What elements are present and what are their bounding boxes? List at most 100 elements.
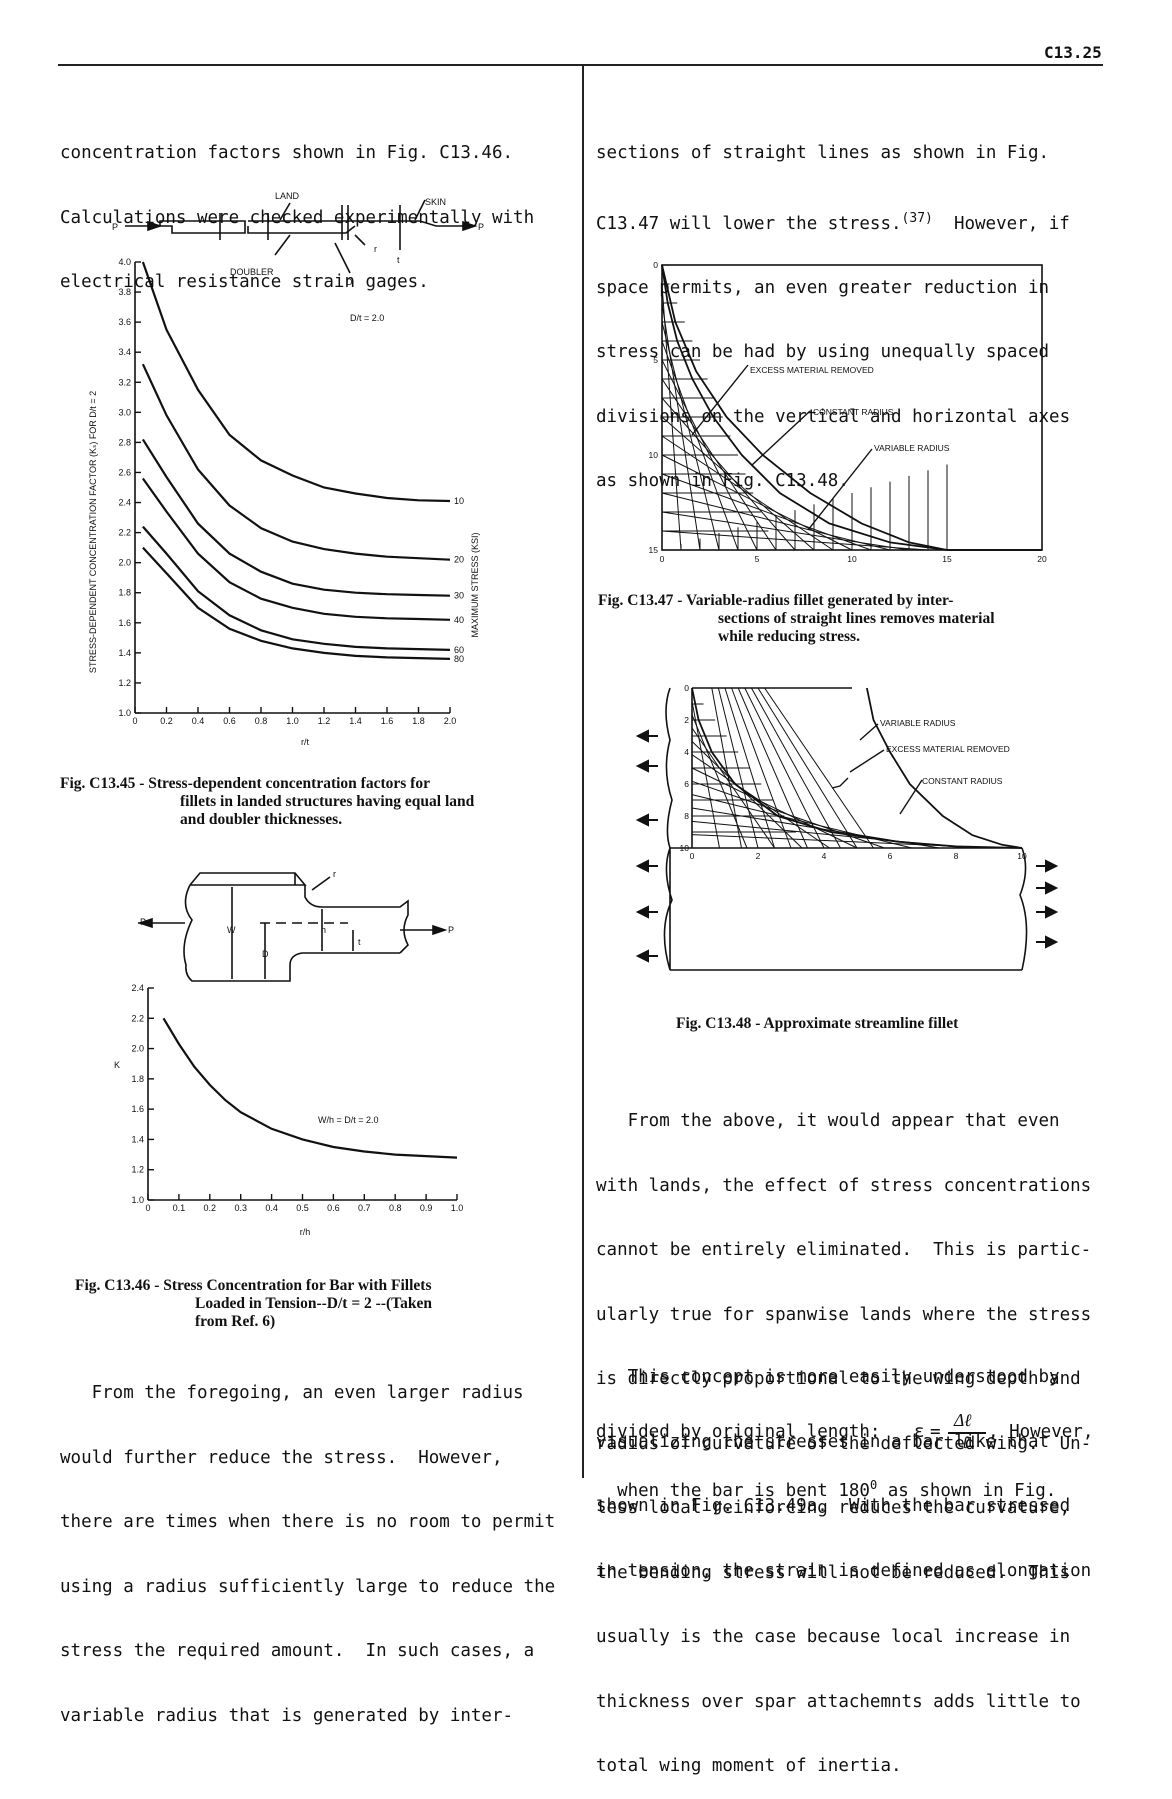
x-tick-label: 2 xyxy=(756,851,761,861)
text-line: ularly true for spanwise lands where the… xyxy=(596,1304,1092,1325)
excess-material-label: EXCESS MATERIAL REMOVED xyxy=(750,365,874,375)
text-line: total wing moment of inertia. xyxy=(596,1756,902,1776)
hatch-line xyxy=(764,687,874,849)
y-tick-label: 4 xyxy=(684,747,689,757)
right-axis-title: MAXIMUM STRESS (KSI) xyxy=(470,532,480,637)
x-tick-label: 10 xyxy=(1017,851,1027,861)
doubler-label: DOUBLER xyxy=(230,267,274,277)
construction-line xyxy=(661,340,739,551)
series-line xyxy=(142,477,451,621)
x-tick-label: 1.4 xyxy=(349,716,362,726)
x-tick-label: 0 xyxy=(660,554,665,564)
text-line: stress can be had by using unequally spa… xyxy=(596,342,1050,363)
x-tick-label: 0.2 xyxy=(204,1203,217,1213)
page-number: C13.25 xyxy=(1044,43,1102,62)
text-line: Calculations were checked experimentally… xyxy=(60,207,535,228)
x-tick-label: 0.8 xyxy=(255,716,268,726)
d-label: D xyxy=(262,949,269,959)
left-closing-paragraph: From the foregoing, an even larger radiu… xyxy=(60,1340,555,1749)
p-right-label: P xyxy=(478,222,484,232)
y-tick-label: 1.0 xyxy=(131,1195,144,1205)
reference-superscript: (37) xyxy=(901,210,933,226)
variable-radius-label: VARIABLE RADIUS xyxy=(880,718,956,728)
y-tick-label: 10 xyxy=(649,450,659,460)
caption-label: Fig. C13.46 - xyxy=(75,1277,164,1294)
x-tick-label: 4 xyxy=(822,851,827,861)
y-tick-label: 1.2 xyxy=(118,678,131,688)
caption-line: Variable-radius fillet generated by inte… xyxy=(685,592,954,609)
h-label: h xyxy=(321,925,326,935)
y-tick-label: 3.0 xyxy=(118,407,131,417)
x-axis-title: r/t xyxy=(301,737,309,747)
y-tick-label: 10 xyxy=(680,843,690,853)
y-tick-label: 1.0 xyxy=(118,708,131,718)
hatch-line xyxy=(724,687,775,849)
constant-radius-label: CONSTANT RADIUS xyxy=(813,407,894,417)
left-intro-paragraph: concentration factors shown in Fig. C13.… xyxy=(60,100,534,315)
header-rule xyxy=(58,64,1103,66)
text-line: visualizing the stresses in a bar like t… xyxy=(596,1431,1050,1452)
construction-line xyxy=(661,302,701,551)
y-tick-label: 2.8 xyxy=(118,437,131,447)
x-tick-label: 0.8 xyxy=(389,1203,402,1213)
fig47-leaders xyxy=(691,364,873,531)
p-right-label: P xyxy=(448,925,454,935)
text-line: would further reduce the stress. However… xyxy=(60,1447,503,1468)
fillet-curve xyxy=(866,687,1023,849)
fig45-caption: Fig. C13.45 - Stress-dependent concentra… xyxy=(60,775,560,829)
fig47-caption: Fig. C13.47 - Variable-radius fillet gen… xyxy=(598,592,1118,646)
x-tick-label: 2.0 xyxy=(444,716,457,726)
caption-label: Fig. C13.45 - xyxy=(60,775,149,792)
y-tick-label: 4.0 xyxy=(118,257,131,267)
fig45-chart: LAND SKIN DOUBLER D r t P P D/t = 2.0 ST… xyxy=(88,191,484,747)
p-left-label: P xyxy=(112,222,118,232)
y-tick-label: 6 xyxy=(684,779,689,789)
formula-numerator: Δℓ xyxy=(954,1410,972,1430)
land-label: LAND xyxy=(275,191,300,201)
y-tick-label: 3.4 xyxy=(118,347,131,357)
construction-line xyxy=(691,780,885,849)
y-tick-label: 2.2 xyxy=(131,1013,144,1023)
text-line: in tension, the strain is defined as elo… xyxy=(596,1560,1092,1581)
y-axis-title: STRESS-DEPENDENT CONCENTRATION FACTOR (K… xyxy=(88,391,98,673)
y-tick-label: 2.4 xyxy=(131,983,144,993)
text-line: From the foregoing, an even larger radiu… xyxy=(60,1383,524,1403)
text-line: This concept is more easily understood b… xyxy=(596,1367,1060,1387)
ratio-label: D/t = 2.0 xyxy=(350,313,384,323)
x-tick-label: 0.4 xyxy=(265,1203,278,1213)
y-tick-label: 3.8 xyxy=(118,287,131,297)
text-line: cannot be entirely eliminated. This is p… xyxy=(596,1240,1092,1260)
construction-line xyxy=(661,435,834,551)
hatch-line xyxy=(744,687,825,849)
constant-radius-label: CONSTANT RADIUS xyxy=(922,776,1003,786)
text-line: C13.47 will lower the stress.(37) Howeve… xyxy=(596,210,1070,234)
series-line xyxy=(162,1017,458,1159)
text-line: sections of straight lines as shown in F… xyxy=(596,143,1050,163)
construction-line xyxy=(661,378,777,551)
text-line: electrical resistance strain gages. xyxy=(60,272,429,292)
formula-fraction-bar xyxy=(948,1432,986,1434)
fig46-sketch-labels: P P W h D t r K W/h = D/t = 2.0 xyxy=(114,869,454,1125)
text-line: shown in Fig. C13.49a. With the bar stre… xyxy=(596,1496,1071,1516)
x-tick-label: 0 xyxy=(690,851,695,861)
x-tick-label: 0 xyxy=(145,1203,150,1213)
column-divider xyxy=(582,66,584,1478)
x-tick-label: 5 xyxy=(755,554,760,564)
fig46-bar-sketch xyxy=(137,872,448,982)
x-tick-label: 1.0 xyxy=(451,1203,464,1213)
series-line xyxy=(141,363,451,561)
formula-epsilon: ε xyxy=(914,1422,925,1442)
text-line: space permits, an even greater reduction… xyxy=(596,277,1050,298)
x-tick-label: 0.1 xyxy=(173,1203,186,1213)
construction-line xyxy=(661,397,796,551)
series-line xyxy=(142,525,451,651)
construction-line xyxy=(661,473,872,551)
construction-line xyxy=(661,492,891,551)
fig46-curves xyxy=(162,1017,458,1159)
fillet-curve xyxy=(661,264,1042,551)
series-label: 30 xyxy=(454,591,464,601)
text-line: thickness over spar attachemnts adds lit… xyxy=(596,1691,1081,1712)
fillet-curve xyxy=(661,264,1042,551)
text-line: is directly proportional to the wing dep… xyxy=(596,1369,1081,1389)
